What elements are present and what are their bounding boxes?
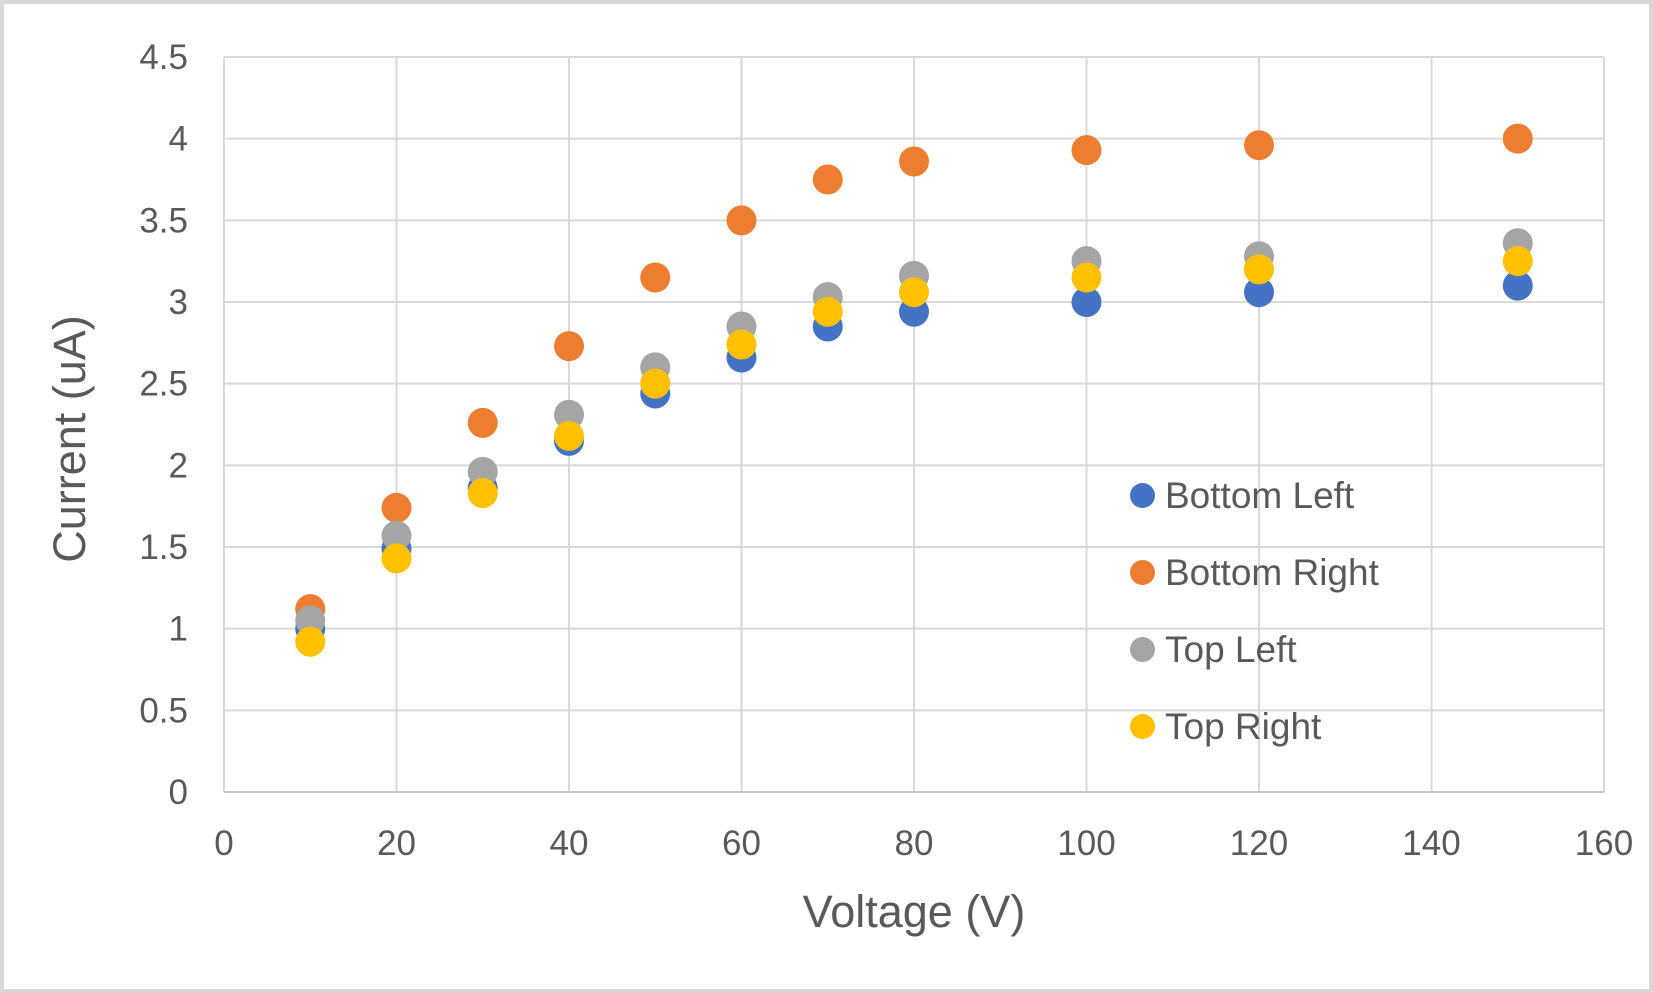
y-tick-label: 4 (169, 120, 188, 159)
data-point (1071, 262, 1102, 293)
data-point (899, 146, 929, 177)
data-point (1071, 287, 1102, 317)
data-point (554, 420, 584, 451)
data-point (295, 626, 326, 657)
x-tick-label: 100 (1057, 824, 1115, 863)
y-tick-label: 2.5 (139, 365, 188, 404)
x-tick-label: 60 (722, 824, 761, 863)
x-tick-label: 80 (895, 824, 934, 863)
data-point (899, 277, 929, 308)
data-point (726, 329, 757, 360)
legend-label: Bottom Right (1165, 551, 1379, 593)
x-tick-label: 40 (550, 824, 589, 863)
data-point (1244, 277, 1274, 308)
data-point (381, 543, 412, 574)
legend-label: Top Left (1165, 628, 1297, 670)
data-point (640, 368, 671, 399)
legend-marker-bottom-left (1130, 483, 1155, 508)
legend-item-top-right: Top Right (1130, 688, 1379, 765)
data-point (554, 399, 584, 430)
x-tick-label: 20 (377, 824, 416, 863)
data-point (1071, 135, 1102, 166)
y-tick-label: 1 (169, 610, 188, 649)
legend: Bottom Left Bottom Right Top Left Top Ri… (1130, 457, 1379, 765)
x-tick-label: 120 (1230, 824, 1288, 863)
x-tick-label: 140 (1402, 824, 1460, 863)
legend-label: Bottom Left (1165, 474, 1355, 516)
series-bottom-right (295, 123, 1533, 625)
y-tick-label: 0.5 (139, 691, 188, 730)
y-tick-label: 4.5 (139, 38, 188, 77)
data-point (554, 331, 584, 362)
series-top-right (295, 246, 1533, 657)
legend-item-bottom-left: Bottom Left (1130, 457, 1379, 534)
data-point (812, 296, 843, 327)
legend-label: Top Right (1165, 705, 1322, 747)
data-point (467, 456, 498, 487)
data-point (1502, 270, 1533, 301)
data-point (812, 164, 843, 195)
legend-marker-top-left (1130, 637, 1155, 662)
data-point (467, 407, 498, 438)
legend-marker-bottom-right (1130, 560, 1155, 585)
data-point (1502, 123, 1533, 154)
legend-item-top-left: Top Left (1130, 611, 1379, 688)
x-axis-title: Voltage (V) (802, 886, 1026, 937)
data-point (726, 205, 757, 236)
legend-item-bottom-right: Bottom Right (1130, 534, 1379, 611)
x-tick-label: 160 (1575, 824, 1633, 863)
data-point (1502, 246, 1533, 277)
y-tick-label: 3 (169, 283, 188, 322)
data-point (640, 262, 671, 293)
data-point (295, 605, 326, 636)
data-point (381, 492, 412, 523)
y-tick-label: 2 (169, 446, 188, 485)
data-point (1244, 254, 1274, 285)
data-point (1244, 130, 1274, 161)
plot-area: 0 20 40 60 80 100 120 140 160 0 0.5 1 1.5 2 2.5 3 3.5 4 4.… (139, 38, 1633, 863)
data-point (381, 520, 412, 551)
y-axis-title: Current (uA) (44, 315, 95, 563)
x-tick-label: 0 (214, 824, 233, 863)
y-tick-label: 3.5 (139, 201, 188, 240)
legend-marker-top-right (1130, 714, 1155, 739)
y-tick-label: 0 (169, 773, 188, 812)
y-tick-label: 1.5 (139, 528, 188, 567)
data-point (467, 478, 498, 509)
